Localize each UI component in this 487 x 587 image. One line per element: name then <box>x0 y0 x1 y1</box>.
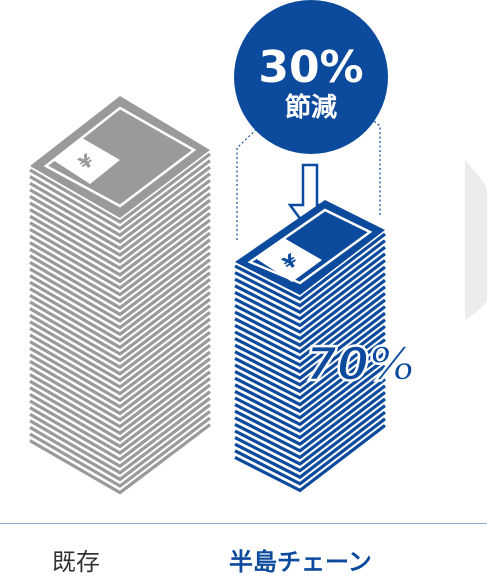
next-panel-edge <box>465 160 487 320</box>
reduction-percent: 30% <box>258 42 363 93</box>
sheet-edge <box>29 396 211 469</box>
sheet-edge <box>29 324 211 396</box>
sheet-edge <box>29 165 211 238</box>
sheet-edge <box>29 198 211 271</box>
sheet-edge <box>29 179 211 251</box>
sheet-edge <box>29 245 211 317</box>
hando-chain-money-stack: ¥ <box>234 200 386 493</box>
sheet-edge <box>29 225 211 297</box>
sheet-edge <box>29 284 211 356</box>
sheet-edge <box>234 252 386 321</box>
sheet-edge <box>234 285 386 354</box>
sheet-edge <box>29 264 211 337</box>
reduction-label: 節減 <box>285 92 337 123</box>
existing-caption: 既存 <box>52 548 100 576</box>
sheet-edge <box>234 259 386 328</box>
reduction-badge: 30% 節減 <box>234 0 388 154</box>
sheet-edge <box>234 278 386 348</box>
sheet-edge <box>234 318 386 387</box>
existing-money-stack: ¥ <box>29 96 211 495</box>
sheet-edge <box>234 232 386 301</box>
sheet-edge <box>29 172 211 244</box>
sheet-edge <box>29 311 211 383</box>
sheet-edge <box>29 304 211 376</box>
sheet-edge <box>234 351 386 420</box>
sheet-edge <box>29 403 211 475</box>
sheet-edge <box>29 152 211 224</box>
sheet-edge <box>29 278 211 350</box>
sheet-edge <box>234 305 386 374</box>
sheet-edge <box>234 245 386 315</box>
sheet-edge <box>234 311 386 381</box>
sheet-edge <box>29 350 211 422</box>
sheet-edge <box>29 330 211 403</box>
sheet-edge <box>29 231 211 304</box>
sheet-edge <box>234 377 386 447</box>
sheet-edge <box>234 391 386 460</box>
yen-note-icon: ¥ <box>255 238 322 282</box>
sheet-edge <box>29 390 211 462</box>
sheet-edge <box>29 337 211 409</box>
sheet-edge <box>29 238 211 310</box>
sheet-edge <box>29 363 211 436</box>
remaining-percent-label: 70% <box>305 337 415 391</box>
sheet-edge <box>29 410 211 482</box>
sheet-edge <box>234 239 386 308</box>
sheet-edge <box>29 291 211 363</box>
sheet-edge <box>234 298 386 367</box>
sheet-edge <box>234 325 386 394</box>
sheet-edge <box>234 331 386 400</box>
sheet-edge <box>29 251 211 323</box>
sheet-edge <box>29 416 211 488</box>
sheet-edge <box>234 417 386 486</box>
sheet-edge <box>29 317 211 389</box>
sheet-edge <box>234 272 386 341</box>
yen-note-icon: ¥ <box>53 138 120 184</box>
sheet-edge <box>29 185 211 257</box>
sheet-edge <box>234 338 386 407</box>
sheet-edge <box>29 205 211 277</box>
divider-line <box>0 523 487 524</box>
sheet-edge <box>234 358 386 427</box>
sheet-edge <box>29 344 211 416</box>
sheet-edge <box>234 371 386 440</box>
sheet-edge <box>234 292 386 361</box>
sheet-edge <box>29 258 211 330</box>
sheet-edge <box>29 212 211 284</box>
sheet-edge <box>29 383 211 455</box>
sheet-edge <box>234 424 386 493</box>
sheet-edge <box>29 357 211 429</box>
hando-chain-caption: 半島チェーン <box>229 548 372 576</box>
sheet-edge <box>234 364 386 433</box>
sheet-edge <box>234 397 386 466</box>
sheet-edge <box>29 218 211 290</box>
sheet-edge <box>234 384 386 453</box>
sheet-edge <box>29 271 211 343</box>
sheet-edge <box>29 297 211 370</box>
sheet-edge <box>29 423 211 495</box>
sheet-edge <box>29 377 211 449</box>
sheet-edge <box>234 410 386 480</box>
sheet-edge <box>234 265 386 334</box>
sheet-edge <box>29 159 211 231</box>
sheet-edge <box>29 370 211 442</box>
sheet-edge <box>29 192 211 264</box>
sheet-edge <box>234 404 386 473</box>
sheet-edge <box>234 344 386 414</box>
